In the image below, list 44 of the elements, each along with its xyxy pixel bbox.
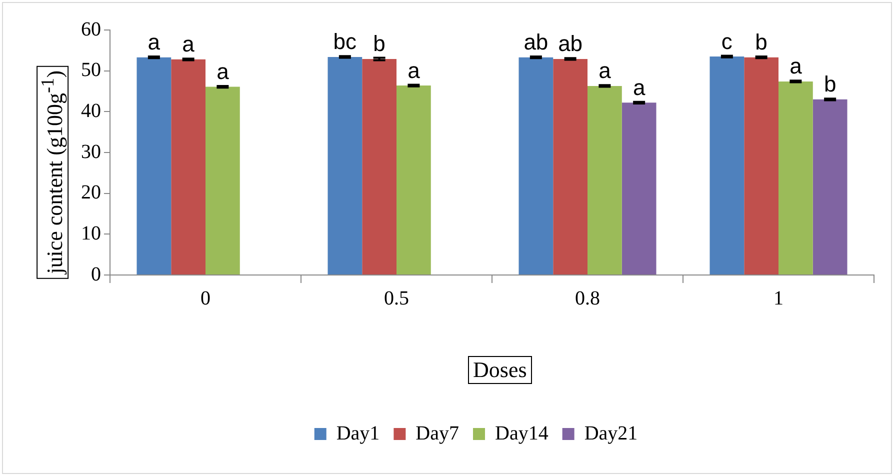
data-label: a	[148, 30, 161, 55]
bar	[622, 102, 656, 274]
y-tick-label: 50	[81, 59, 101, 82]
bar	[328, 56, 362, 274]
legend-label: Day14	[495, 422, 548, 444]
bar	[362, 58, 396, 274]
bar	[588, 86, 622, 274]
bar	[710, 56, 744, 274]
data-label: ab	[558, 31, 583, 56]
data-label: a	[216, 59, 230, 84]
data-label: a	[632, 74, 646, 100]
y-tick-label: 20	[81, 182, 101, 204]
data-label: b	[373, 30, 386, 56]
y-tick-label: 60	[81, 18, 101, 40]
bar	[171, 59, 206, 274]
y-tick-label: 40	[81, 100, 101, 122]
legend-label: Day21	[584, 422, 638, 444]
bar	[744, 57, 778, 274]
data-label: a	[408, 58, 421, 83]
bar	[778, 81, 813, 274]
data-label: a	[790, 54, 803, 79]
bar	[206, 86, 240, 274]
data-label: bc	[333, 29, 357, 54]
bar	[136, 57, 172, 274]
bar	[518, 57, 554, 274]
x-axis-title: Doses	[468, 356, 532, 384]
data-label: ab	[524, 30, 548, 55]
x-tick-label: 1	[774, 287, 784, 310]
bar	[396, 86, 431, 274]
data-label: b	[824, 72, 836, 97]
bar	[553, 58, 588, 274]
legend-label: Day1	[336, 422, 380, 444]
y-tick-label: 10	[81, 222, 101, 244]
y-tick-label: 0	[91, 263, 101, 286]
y-tick-label: 30	[81, 140, 101, 163]
legend-label: Day7	[416, 422, 460, 444]
x-tick-label: 0.8	[575, 287, 600, 310]
x-tick-label: 0	[200, 287, 210, 310]
data-label: a	[598, 58, 612, 84]
data-label: c	[721, 28, 732, 54]
data-label: a	[182, 32, 196, 57]
bar	[812, 99, 848, 274]
x-tick-label: 0.5	[384, 287, 409, 310]
data-label: b	[755, 30, 768, 55]
